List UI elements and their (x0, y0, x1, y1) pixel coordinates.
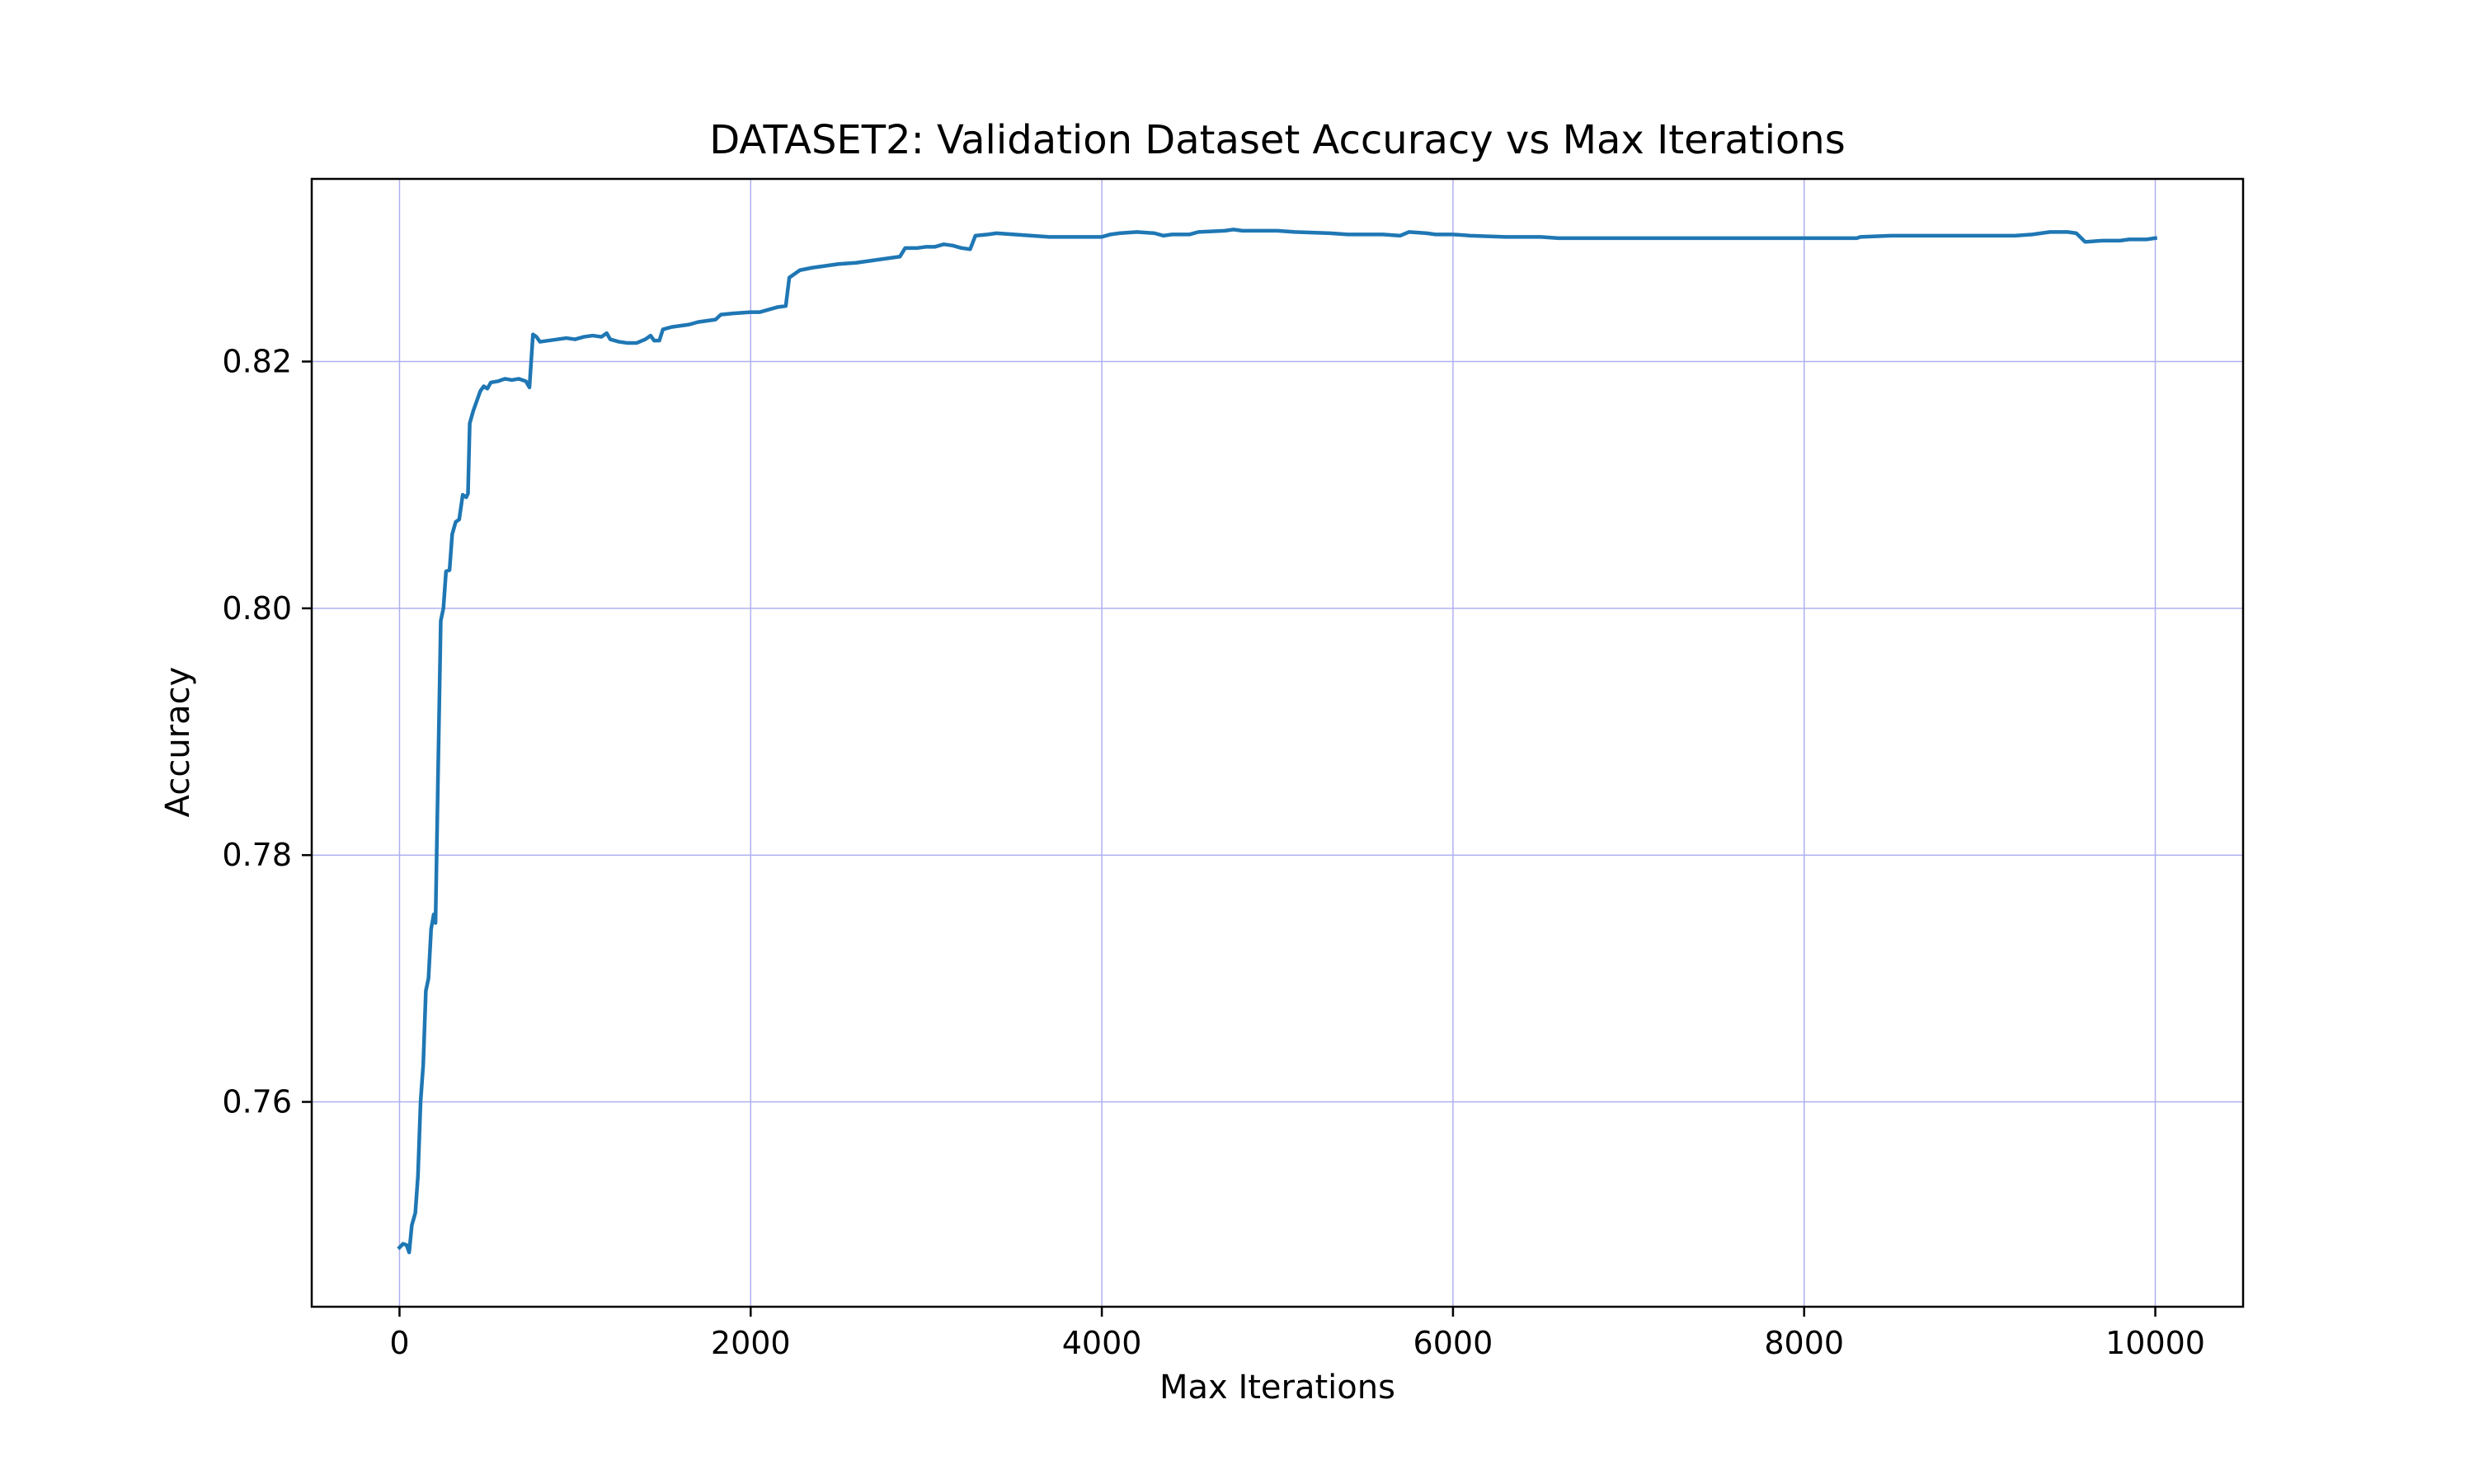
axes (310, 177, 2245, 1308)
y-tick-label: 0.80 (222, 590, 292, 627)
y-tick-label: 0.78 (222, 837, 292, 873)
x-tick-label: 10000 (2105, 1325, 2205, 1361)
plot-frame (310, 177, 2245, 1308)
x-tick-label: 2000 (711, 1325, 791, 1361)
series-lines (397, 228, 2158, 1255)
series-line (397, 228, 2158, 1255)
x-tick-label: 8000 (1764, 1325, 1844, 1361)
y-tick-label: 0.82 (222, 344, 292, 380)
chart-title: DATASET2: Validation Dataset Accuracy vs… (709, 117, 1845, 163)
x-tick-label: 6000 (1413, 1325, 1493, 1361)
y-tick-label: 0.76 (222, 1084, 292, 1120)
y-axis-label: Accuracy (159, 667, 197, 818)
x-axis-label: Max Iterations (1159, 1369, 1395, 1407)
y-axis-ticks: 0.76 0.78 0.80 0.82 (222, 344, 312, 1120)
x-tick-label: 0 (389, 1325, 409, 1361)
grid-lines (312, 179, 2243, 1307)
x-tick-label: 4000 (1062, 1325, 1142, 1361)
x-axis-ticks: 0 2000 4000 6000 8000 10000 (389, 1307, 2205, 1361)
